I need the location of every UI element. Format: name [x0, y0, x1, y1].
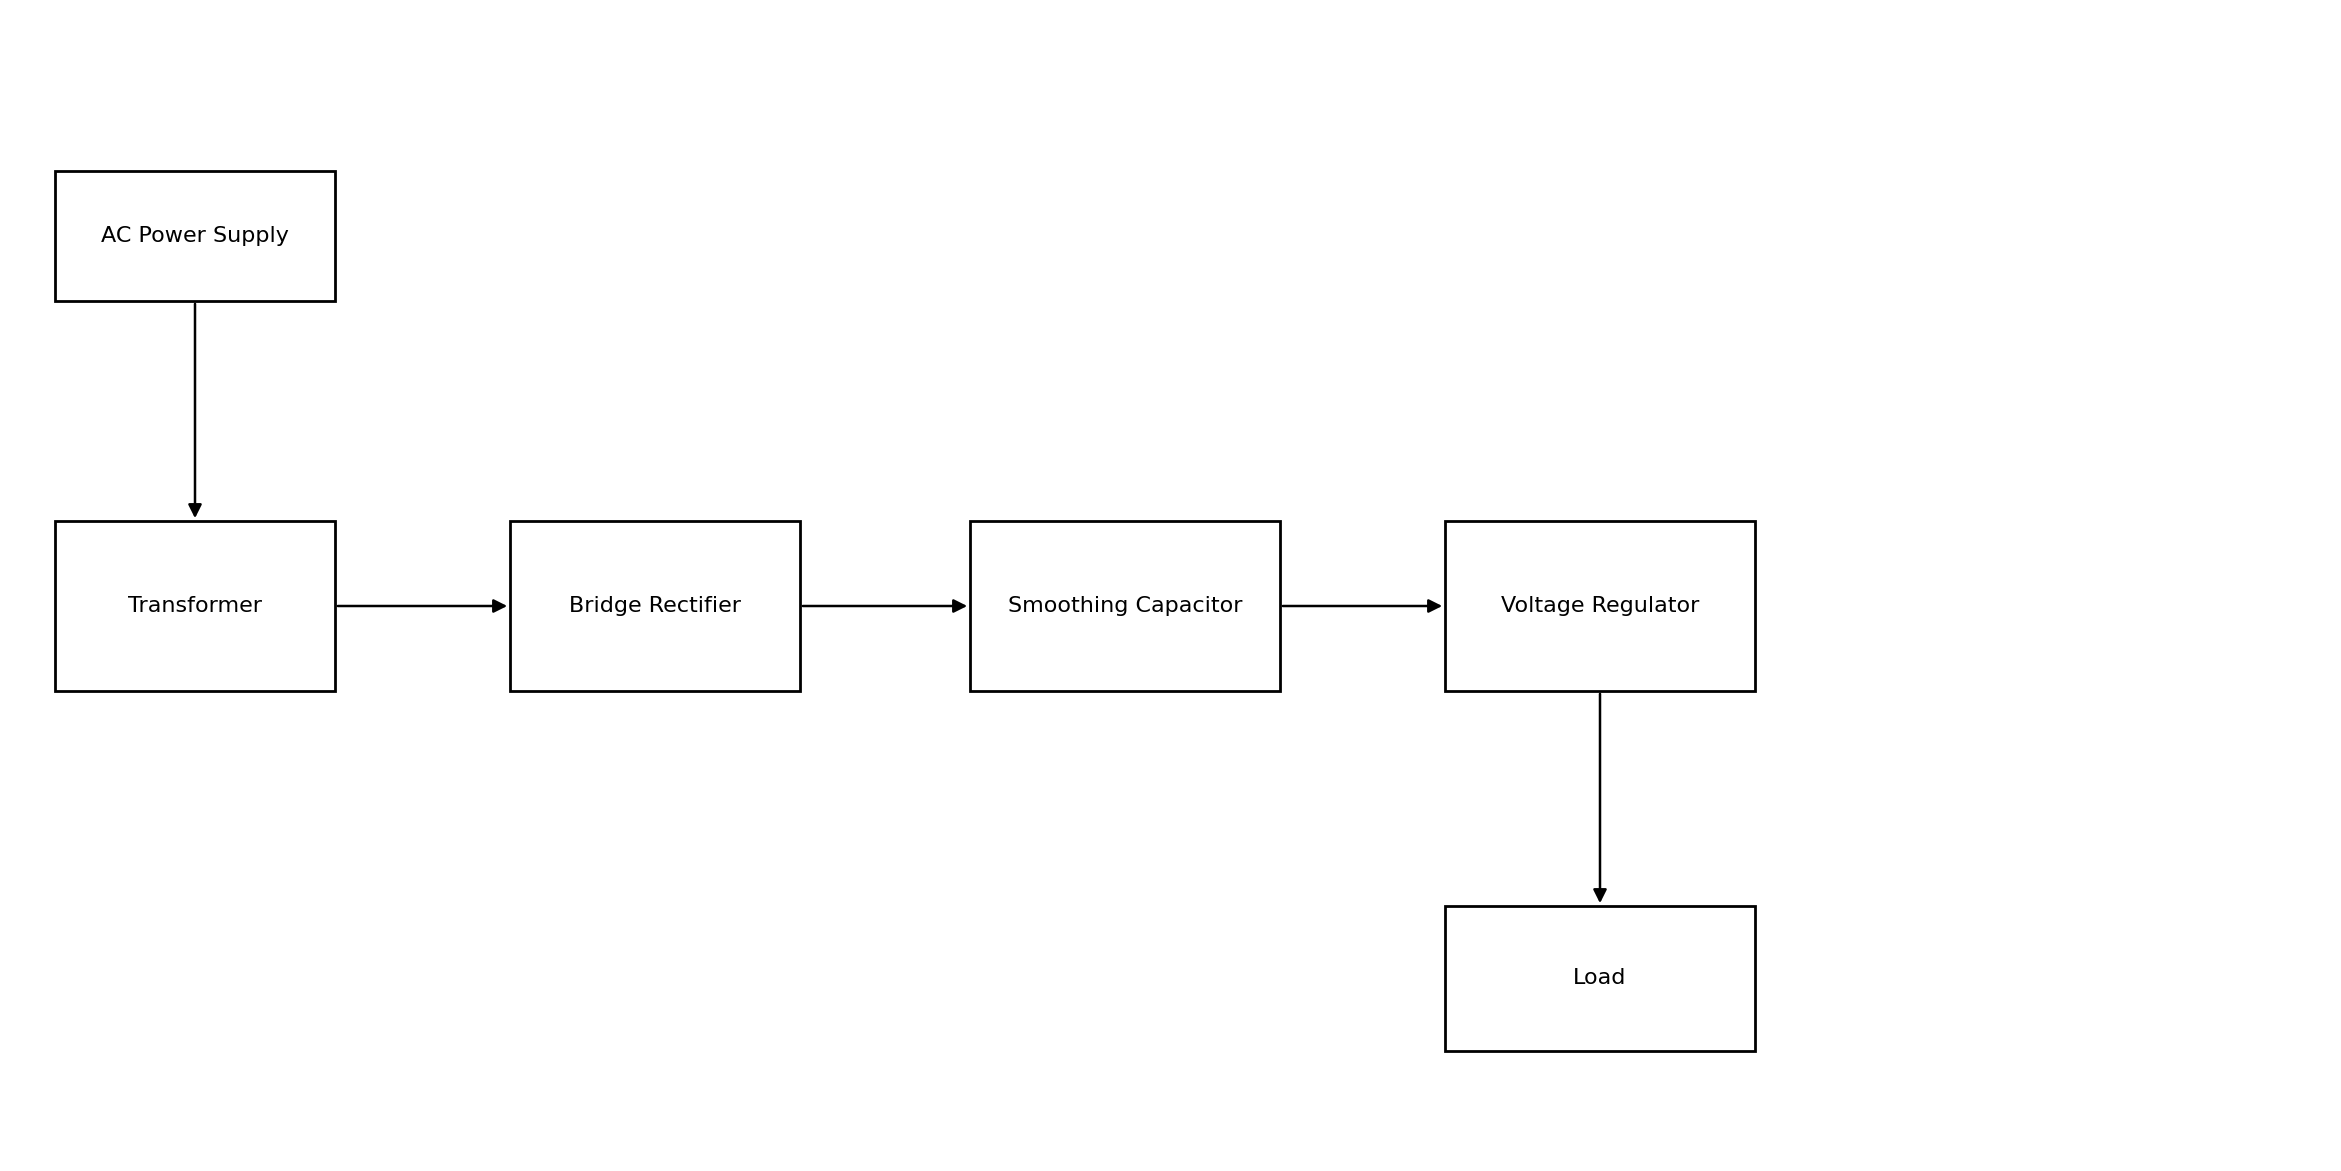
Bar: [54, 171, 335, 301]
Text: Smoothing Capacitor: Smoothing Capacitor: [1007, 596, 1243, 616]
Text: Transformer: Transformer: [129, 596, 262, 616]
Bar: [969, 521, 1281, 691]
Bar: [54, 521, 335, 691]
Text: Bridge Rectifier: Bridge Rectifier: [569, 596, 742, 616]
Text: Load: Load: [1573, 968, 1627, 988]
Bar: [510, 521, 801, 691]
Text: Voltage Regulator: Voltage Regulator: [1501, 596, 1700, 616]
Bar: [1444, 906, 1756, 1052]
Text: AC Power Supply: AC Power Supply: [101, 226, 288, 246]
Bar: [1444, 521, 1756, 691]
